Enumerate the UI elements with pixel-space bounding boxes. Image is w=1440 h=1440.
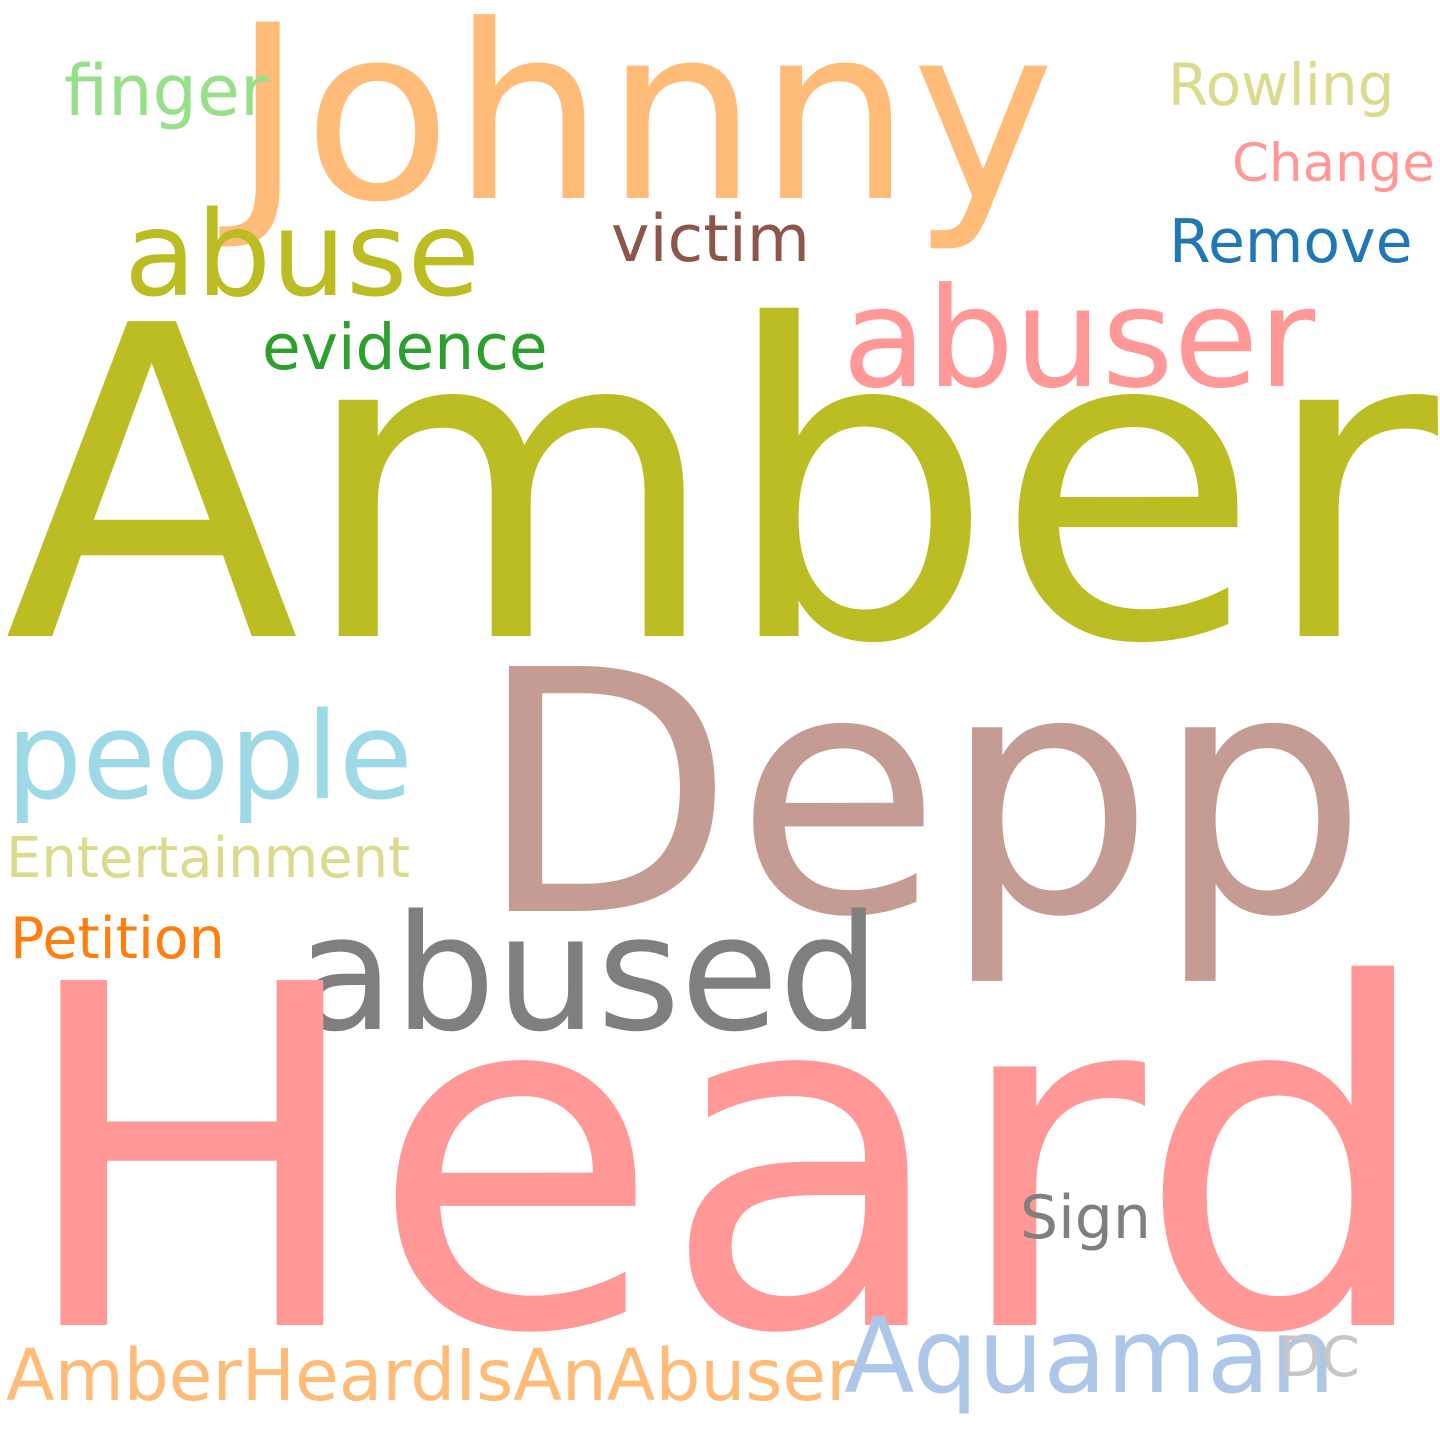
word-heard: Heard	[14, 886, 1437, 1437]
word-victim: victim	[611, 202, 811, 277]
word-evidence: evidence	[262, 311, 548, 384]
word-dc: DC	[1279, 1325, 1360, 1389]
word-entertainment: Entertainment	[6, 826, 411, 891]
word-amberheardisanabuser: AmberHeardIsAnAbuser	[6, 1334, 856, 1417]
word-depp: Depp	[476, 600, 1369, 991]
word-people: people	[6, 688, 413, 827]
word-amber: Amber	[4, 235, 1438, 738]
word-aquaman: Aquaman	[844, 1297, 1336, 1417]
word-rowling: Rowling	[1168, 51, 1395, 119]
word-remove: Remove	[1169, 207, 1413, 277]
word-petition: Petition	[10, 906, 225, 972]
word-abuse: abuse	[124, 185, 481, 323]
word-abused: abused	[296, 880, 881, 1067]
word-sign: Sign	[1020, 1183, 1151, 1253]
word-abuser: abuser	[842, 258, 1316, 419]
word-johnny: Johnny	[232, 0, 1055, 256]
word-change: Change	[1232, 133, 1435, 194]
word-finger: finger	[64, 50, 269, 132]
